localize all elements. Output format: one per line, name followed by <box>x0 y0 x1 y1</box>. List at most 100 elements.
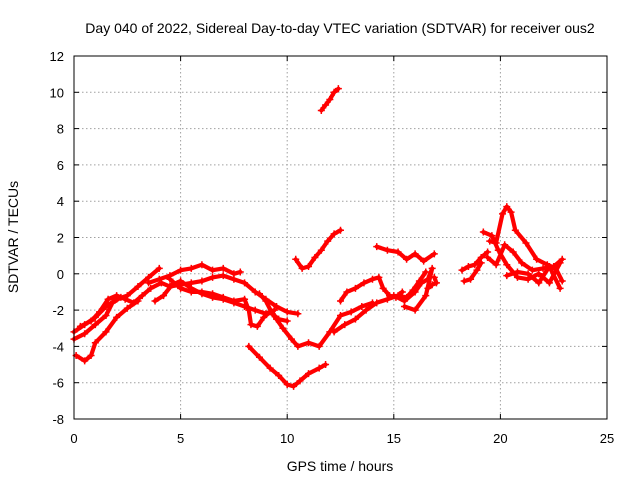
data-point <box>524 270 532 278</box>
y-tick-label: -6 <box>52 376 64 391</box>
series-arc-17 <box>458 248 492 274</box>
data-point <box>251 306 259 314</box>
data-point <box>330 88 338 96</box>
series-trace <box>246 344 328 389</box>
data-point <box>236 268 244 276</box>
data-point <box>198 261 206 269</box>
data-point <box>458 266 466 274</box>
data-point <box>279 324 287 332</box>
y-tick-label: 12 <box>50 49 64 64</box>
data-point <box>134 283 142 291</box>
data-point <box>424 284 432 292</box>
data-point <box>428 264 436 272</box>
plot-area <box>70 85 566 390</box>
data-point <box>351 315 359 323</box>
x-tick-label: 25 <box>600 431 614 446</box>
data-point <box>102 328 110 336</box>
data-point <box>422 268 430 276</box>
data-point <box>317 246 325 254</box>
data-point <box>343 288 351 296</box>
y-tick-label: -8 <box>52 412 64 427</box>
data-point <box>430 273 438 281</box>
data-point <box>305 263 313 271</box>
y-axis-ticks: -8 -6 -4 -2 0 2 4 6 8 10 12 <box>50 49 607 427</box>
data-point <box>102 312 110 320</box>
data-point <box>121 295 129 303</box>
data-point <box>324 237 332 245</box>
data-point <box>330 230 338 238</box>
data-point <box>337 226 344 234</box>
series-trace <box>74 298 141 363</box>
data-point <box>209 266 217 274</box>
data-point <box>113 292 121 300</box>
data-point <box>467 275 475 283</box>
data-point <box>138 292 146 300</box>
data-point <box>535 279 543 287</box>
data-point <box>460 277 468 285</box>
series-arc-7 <box>166 275 291 330</box>
y-tick-label: 4 <box>57 194 64 209</box>
series-arc-6 <box>151 277 278 318</box>
data-point <box>360 279 368 287</box>
data-point <box>558 277 566 285</box>
chart-title: Day 040 of 2022, Sidereal Day-to-day VTE… <box>85 20 595 36</box>
data-point <box>528 266 536 274</box>
series-arc-8 <box>255 290 376 350</box>
data-point <box>245 342 253 350</box>
data-point <box>219 293 227 301</box>
x-tick-label: 10 <box>280 431 294 446</box>
y-tick-label: 8 <box>57 122 64 137</box>
data-point <box>518 259 526 267</box>
data-point <box>511 226 519 234</box>
y-tick-label: 10 <box>50 85 64 100</box>
x-axis-ticks: 0 5 10 15 20 25 <box>70 56 614 446</box>
data-point <box>394 248 402 256</box>
data-point <box>145 279 153 287</box>
data-point <box>411 288 419 296</box>
data-point <box>464 263 472 271</box>
data-point <box>373 299 381 307</box>
data-point <box>251 288 259 296</box>
data-point <box>209 273 217 281</box>
data-point <box>268 310 276 318</box>
series-arc-22 <box>503 263 564 292</box>
data-point <box>533 255 541 263</box>
data-point <box>503 203 511 211</box>
y-axis-label: SDTVAR / TECUs <box>5 181 21 293</box>
series-arc-16 <box>424 273 440 292</box>
data-point <box>255 290 263 298</box>
x-tick-label: 15 <box>387 431 401 446</box>
data-point <box>87 351 95 359</box>
data-point <box>219 272 227 280</box>
data-point <box>273 302 281 310</box>
data-point <box>383 246 391 254</box>
data-point <box>230 297 238 305</box>
series-trace <box>462 260 484 284</box>
data-point <box>290 382 298 390</box>
data-point <box>334 85 342 93</box>
data-point <box>108 299 116 307</box>
data-point <box>247 321 255 329</box>
data-point <box>390 292 398 300</box>
series-trace <box>425 275 439 291</box>
data-point <box>255 353 263 361</box>
data-point <box>311 253 319 261</box>
data-point <box>522 239 530 247</box>
series-arc-20 <box>479 228 564 287</box>
data-point <box>275 371 283 379</box>
data-point <box>187 264 195 272</box>
series-trace <box>71 295 123 342</box>
data-point <box>499 210 507 218</box>
data-point <box>535 270 543 278</box>
data-point <box>260 313 268 321</box>
data-point <box>294 310 302 318</box>
data-point <box>262 297 270 305</box>
series-arc-18 <box>460 259 485 285</box>
data-point <box>398 288 406 296</box>
data-point <box>501 241 509 249</box>
x-tick-label: 0 <box>70 431 77 446</box>
data-point <box>411 250 419 258</box>
data-point <box>428 281 436 289</box>
data-point <box>400 302 408 310</box>
data-point <box>283 317 291 325</box>
